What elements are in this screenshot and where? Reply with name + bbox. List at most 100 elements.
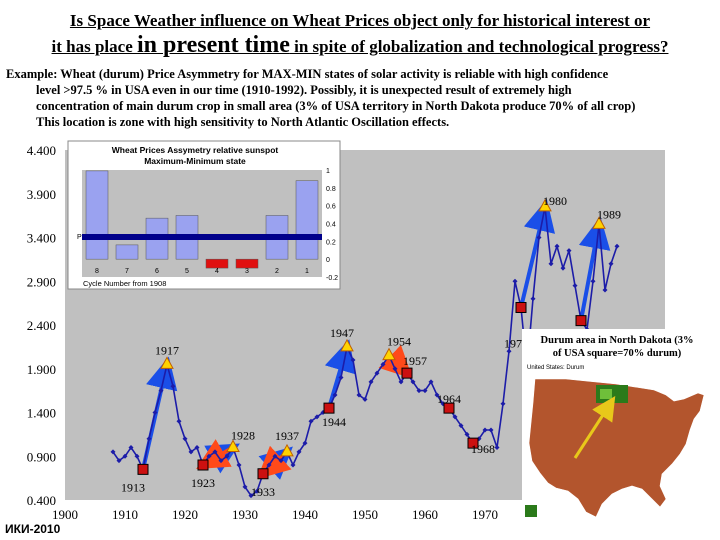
min-marker <box>443 402 455 414</box>
title-line-1: Is Space Weather influence on Wheat Pric… <box>69 11 651 30</box>
y-tick-label: 4.400 <box>27 143 56 158</box>
data-point <box>296 449 302 455</box>
data-point <box>338 375 344 380</box>
x-tick-label: 1910 <box>112 507 138 522</box>
data-point <box>278 458 284 464</box>
data-point <box>128 445 134 450</box>
example-line-3: concentration of main durum crop in smal… <box>36 99 636 113</box>
max-marker <box>538 198 552 212</box>
max-marker <box>592 216 606 229</box>
y-tick-label: 3.900 <box>27 187 56 202</box>
x-tick-label: 1940 <box>292 507 318 522</box>
year-label: 1928 <box>231 429 255 443</box>
data-point <box>158 388 164 394</box>
data-point <box>212 449 218 455</box>
data-point <box>194 445 200 450</box>
year-label: 1957 <box>403 354 427 368</box>
inset-category-label: 7 <box>125 268 129 275</box>
map-caption-2: of USA square=70% durum) <box>553 348 682 359</box>
inset-category-label: 5 <box>185 268 189 275</box>
map-arrow <box>573 395 616 459</box>
example-line-2: level >97.5 % in USA even in our time (1… <box>36 83 572 97</box>
data-point <box>110 449 116 455</box>
x-tick-label: 1960 <box>412 507 438 522</box>
max-marker <box>160 356 174 369</box>
data-point <box>398 379 404 385</box>
data-point <box>560 265 566 271</box>
title-part2-pre: it has place <box>51 37 137 56</box>
data-point <box>368 379 374 385</box>
inset-y-tick: 0.2 <box>326 239 336 246</box>
inset-bar <box>295 180 319 260</box>
trend-arrow <box>324 339 356 409</box>
example-text: Example: Wheat (durum) Price Asymmetry f… <box>6 66 714 130</box>
inset-y-tick: 0.8 <box>326 186 336 193</box>
title-part2-big: in present time <box>137 32 290 58</box>
y-tick-label: 0.400 <box>27 493 56 508</box>
inset-y-tick: 1 <box>326 168 330 175</box>
max-marker <box>340 338 354 352</box>
data-point <box>488 427 494 433</box>
min-marker <box>401 367 413 379</box>
year-label: 1923 <box>191 476 215 490</box>
data-point <box>146 436 152 442</box>
max-marker <box>382 347 396 361</box>
y-tick-label: 0.900 <box>27 449 56 464</box>
durum-map-inset: Durum area in North Dakota (3% of USA sq… <box>522 329 718 521</box>
max-marker <box>280 443 294 457</box>
data-point <box>410 379 416 385</box>
year-label: 1989 <box>597 207 621 221</box>
title-part2-post: in spite of globalization and technologi… <box>289 37 669 56</box>
data-point <box>134 453 140 459</box>
inset-category-label: 2 <box>275 268 279 275</box>
inset-y-tick: 0.4 <box>326 222 336 229</box>
data-point <box>302 440 308 446</box>
inset-ylabel: P <box>77 234 82 241</box>
year-label: 1968 <box>471 442 495 456</box>
data-point <box>224 453 230 459</box>
data-point <box>434 392 440 398</box>
data-point <box>350 357 356 363</box>
inset-category-label: 3 <box>245 268 249 275</box>
y-tick-label: 2.400 <box>27 318 56 333</box>
data-point <box>548 261 554 267</box>
example-line-4: This location is zone with high sensitiv… <box>36 115 450 129</box>
data-point <box>464 431 470 437</box>
data-point <box>380 361 386 367</box>
year-label: 1954 <box>387 335 411 349</box>
data-point <box>122 453 128 459</box>
data-point <box>356 392 362 398</box>
data-point <box>554 243 560 249</box>
min-marker <box>575 315 587 327</box>
inset-title-1: Wheat Prices Assymetry relative sunspot <box>112 145 279 155</box>
example-line-1: Example: Wheat (durum) Price Asymmetry f… <box>6 67 609 81</box>
year-label: 1917 <box>155 343 179 357</box>
inset-category-label: 8 <box>95 268 99 275</box>
data-point <box>188 449 194 455</box>
data-point <box>248 493 254 499</box>
data-point <box>416 388 422 394</box>
year-label: 1980 <box>543 194 567 208</box>
y-tick-label: 3.400 <box>27 231 56 246</box>
data-point <box>422 388 428 394</box>
inset-title-2: Maximum-Minimum state <box>144 156 246 166</box>
extrema-markers <box>137 198 606 480</box>
min-marker <box>467 437 479 449</box>
inset-category-label: 6 <box>155 268 159 275</box>
usa-map <box>528 378 705 518</box>
y-tick-label: 2.900 <box>27 274 56 289</box>
data-point <box>530 296 536 302</box>
data-point <box>590 278 596 284</box>
y-tick-label: 1.400 <box>27 406 56 421</box>
inset-xlabel: Cycle Number from 1908 <box>83 279 166 288</box>
min-marker <box>137 463 149 475</box>
year-label: 1964 <box>437 392 461 406</box>
data-point <box>452 414 458 420</box>
x-tick-label: 1970 <box>472 507 498 522</box>
inset-category-label: 1 <box>305 268 309 275</box>
year-label: 1944 <box>322 415 346 429</box>
map-legend <box>525 505 537 517</box>
data-point <box>512 278 518 284</box>
data-point <box>362 396 368 402</box>
data-point <box>608 261 614 267</box>
